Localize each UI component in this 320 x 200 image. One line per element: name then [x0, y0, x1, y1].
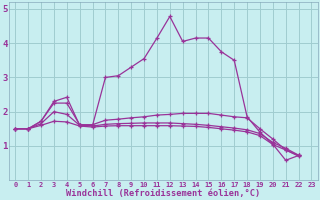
X-axis label: Windchill (Refroidissement éolien,°C): Windchill (Refroidissement éolien,°C) — [66, 189, 260, 198]
